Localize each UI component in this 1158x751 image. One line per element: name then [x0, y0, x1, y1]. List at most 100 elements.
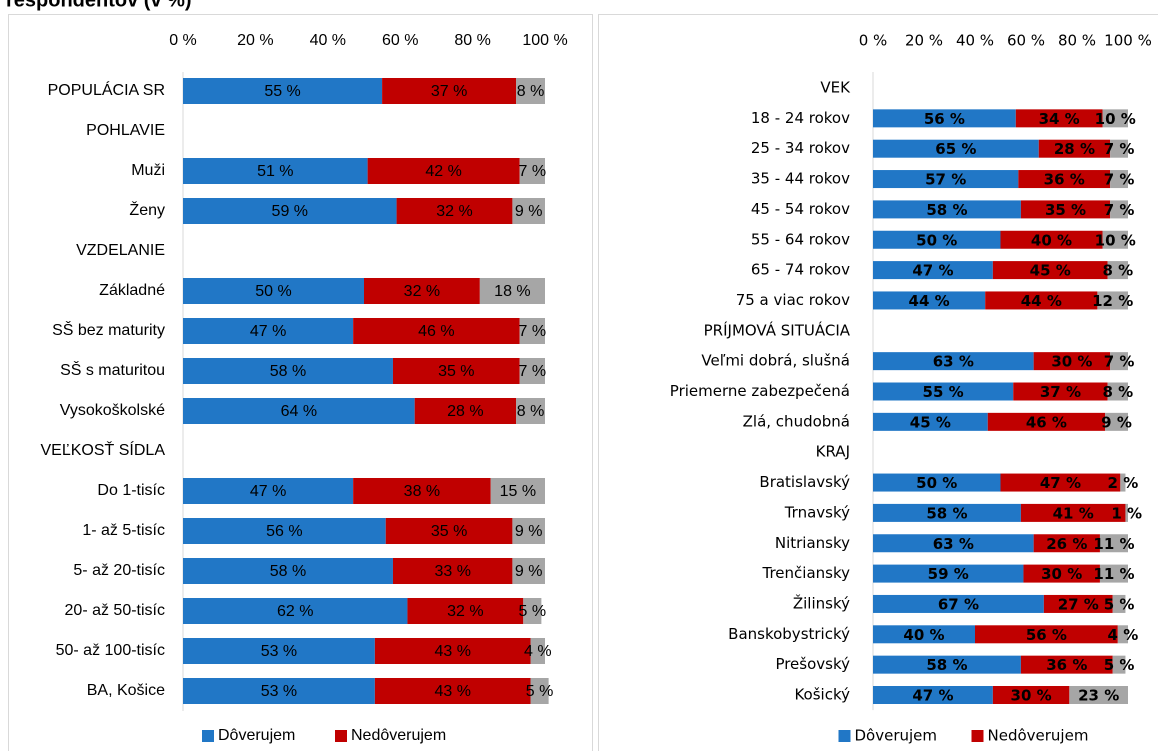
x-tick-label: 0 %	[859, 32, 888, 50]
bar-segment	[873, 352, 1034, 371]
value-label: 51 %	[257, 163, 293, 180]
bar-segment	[183, 638, 375, 664]
bar-segment	[490, 478, 545, 504]
bar-segment	[1110, 200, 1128, 219]
bar-segment	[1000, 230, 1103, 249]
x-tick-label: 100 %	[1104, 32, 1152, 50]
value-label: 23 %	[1078, 687, 1119, 705]
value-label: 32 %	[404, 283, 440, 300]
bar-segment	[523, 598, 542, 624]
value-label: 27 %	[1058, 595, 1099, 613]
bar-segment	[530, 678, 549, 704]
bar-segment	[1110, 170, 1128, 189]
value-label: 65 %	[935, 140, 976, 158]
bar-segment	[1107, 261, 1128, 280]
value-label: 64 %	[281, 403, 317, 420]
x-tick-label: 40 %	[956, 32, 994, 50]
category-label: Banskobystrický	[728, 625, 850, 643]
x-tick-label: 40 %	[310, 32, 346, 49]
value-label: 37 %	[1040, 383, 1081, 401]
value-label: 57 %	[925, 171, 966, 189]
bar-segment	[374, 638, 531, 664]
value-label: 40 %	[903, 626, 944, 644]
value-label: 42 %	[425, 163, 461, 180]
value-label: 59 %	[928, 565, 969, 583]
bar-segment	[183, 198, 397, 224]
bar-segment	[992, 261, 1108, 280]
value-label: 8 %	[517, 403, 545, 420]
value-label: 18 %	[494, 283, 530, 300]
category-label: Základné	[99, 282, 165, 299]
value-label: 32 %	[447, 603, 483, 620]
value-label: 59 %	[272, 203, 308, 220]
x-tick-label: 20 %	[905, 32, 943, 50]
value-label: 35 %	[431, 523, 467, 540]
category-label: 55 - 64 rokov	[751, 230, 850, 248]
value-label: 33 %	[434, 563, 470, 580]
category-label: Veľmi dobrá, slušná	[701, 352, 850, 370]
legend-swatch	[838, 730, 851, 742]
category-label: Nitriansky	[775, 534, 850, 552]
bar-segment	[183, 358, 393, 384]
legend-swatch	[971, 730, 984, 742]
category-label: Zlá, chudobná	[743, 412, 850, 430]
bar-segment	[1033, 534, 1100, 553]
category-label: Žilinský	[793, 593, 850, 612]
bar-segment	[396, 198, 513, 224]
value-label: 30 %	[1051, 353, 1092, 371]
value-label: 26 %	[1046, 535, 1087, 553]
x-tick-label: 60 %	[1007, 32, 1045, 50]
value-label: 58 %	[270, 563, 306, 580]
bar-segment	[183, 478, 354, 504]
x-tick-label: 100 %	[522, 32, 567, 49]
category-label: Ženy	[129, 200, 165, 219]
bar-segment	[479, 278, 545, 304]
value-label: 45 %	[1030, 262, 1071, 280]
category-label: POPULÁCIA SR	[48, 80, 165, 99]
category-label: 45 - 54 rokov	[751, 200, 850, 218]
bar-segment	[516, 398, 545, 424]
value-label: 35 %	[1045, 201, 1086, 219]
bar-segment	[414, 398, 517, 424]
bar-segment	[1125, 503, 1128, 522]
value-label: 8 %	[517, 83, 545, 100]
value-label: 7 %	[519, 363, 547, 380]
category-label: Košický	[794, 686, 850, 704]
bar-segment	[1112, 655, 1126, 674]
legend-label: Dôverujem	[218, 727, 295, 744]
bar-segment	[367, 158, 520, 184]
value-label: 46 %	[1026, 413, 1067, 431]
value-label: 28 %	[1054, 140, 1095, 158]
bar-segment	[1105, 412, 1128, 431]
value-label: 58 %	[926, 656, 967, 674]
bar-segment	[1069, 686, 1128, 704]
bar-segment	[987, 412, 1106, 431]
category-label: Vysokoškolské	[60, 402, 165, 419]
value-label: 7 %	[1104, 171, 1135, 189]
bar-segment	[873, 230, 1001, 249]
bar-segment	[1038, 139, 1111, 158]
category-label: 1- až 5-tisíc	[82, 522, 165, 539]
value-label: 47 %	[912, 262, 953, 280]
bar-segment	[1102, 109, 1128, 128]
bar-segment	[873, 564, 1024, 583]
category-label: Priemerne zabezpečená	[670, 382, 850, 400]
value-label: 63 %	[933, 535, 974, 553]
category-label: BA, Košice	[87, 682, 165, 699]
category-label: Muži	[131, 162, 165, 179]
value-label: 53 %	[261, 643, 297, 660]
value-label: 11 %	[1093, 535, 1134, 553]
bar-segment	[873, 686, 993, 704]
bar-segment	[873, 503, 1021, 522]
bar-segment	[519, 318, 545, 344]
bar-segment	[353, 318, 520, 344]
value-label: 10 %	[1095, 231, 1136, 249]
category-label: SŠ s maturitou	[60, 360, 165, 379]
value-label: 55 %	[923, 383, 964, 401]
x-tick-label: 60 %	[382, 32, 418, 49]
bar-segment	[392, 358, 520, 384]
category-label: 20- až 50-tisíc	[65, 602, 165, 619]
bar-segment	[382, 78, 517, 104]
bar-segment	[519, 158, 545, 184]
value-label: 28 %	[447, 403, 483, 420]
